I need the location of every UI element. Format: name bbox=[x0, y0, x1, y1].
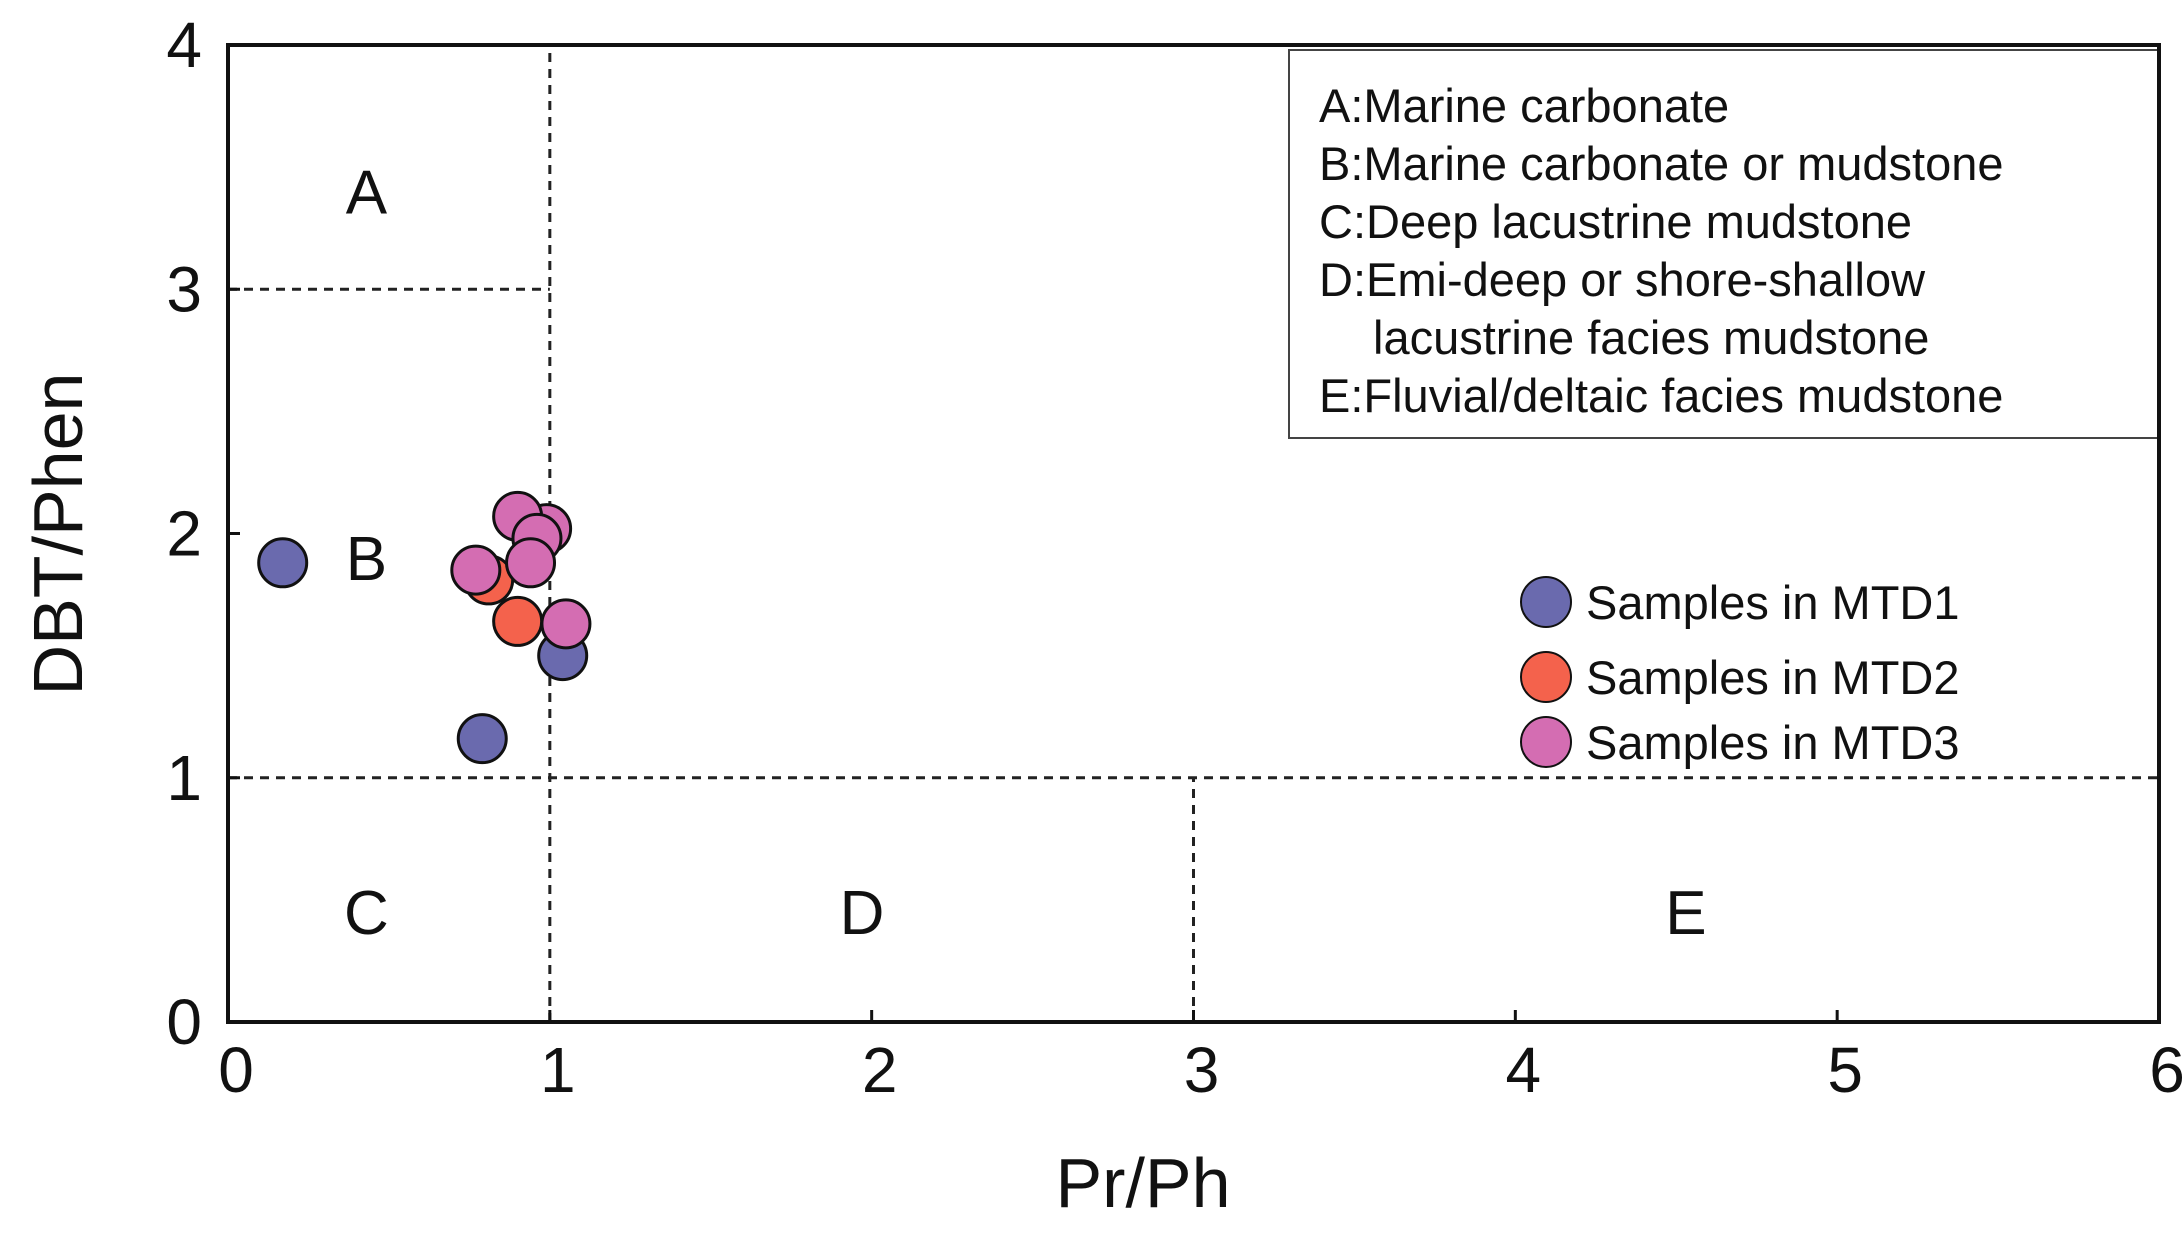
y-tick-label: 1 bbox=[166, 742, 202, 814]
region-labels: A B C D E bbox=[344, 159, 1707, 949]
x-tick-label: 6 bbox=[2149, 1034, 2182, 1106]
region-legend-entry: lacustrine facies mudstone bbox=[1373, 311, 1929, 364]
x-axis-title: Pr/Ph bbox=[1055, 1144, 1230, 1222]
y-tick-label: 3 bbox=[166, 253, 202, 325]
region-legend-entry: A:Marine carbonate bbox=[1319, 79, 1729, 132]
legend-label-mtd1: Samples in MTD1 bbox=[1586, 576, 1960, 629]
legend-label-mtd2: Samples in MTD2 bbox=[1586, 651, 1960, 704]
legend-marker-mtd2 bbox=[1520, 651, 1572, 703]
data-point-mtd3 bbox=[540, 598, 592, 650]
data-points bbox=[257, 490, 592, 765]
legend-label-mtd3: Samples in MTD3 bbox=[1586, 716, 1960, 769]
data-point-mtd2 bbox=[492, 595, 544, 647]
axis-ticks: 0 1 2 3 4 5 6 0 1 2 3 4 bbox=[166, 9, 2182, 1106]
region-label-d: D bbox=[840, 879, 885, 948]
region-legend-entry: D:Emi-deep or shore-shallow bbox=[1319, 253, 1926, 306]
data-point-mtd3 bbox=[450, 544, 502, 596]
x-tick-label: 3 bbox=[1184, 1034, 1220, 1106]
region-legend-entry: E:Fluvial/deltaic facies mudstone bbox=[1319, 369, 2003, 422]
legend-marker-mtd3 bbox=[1520, 716, 1572, 768]
y-axis-title: DBT/Phen bbox=[19, 373, 97, 696]
data-point-mtd1 bbox=[456, 713, 508, 765]
region-label-e: E bbox=[1665, 879, 1706, 948]
region-legend-entry: B:Marine carbonate or mudstone bbox=[1319, 137, 2003, 190]
x-tick-label: 4 bbox=[1506, 1034, 1542, 1106]
legend-marker-mtd1 bbox=[1520, 576, 1572, 628]
x-tick-label: 5 bbox=[1827, 1034, 1863, 1106]
data-point-mtd1 bbox=[257, 537, 309, 589]
x-tick-label: 2 bbox=[862, 1034, 898, 1106]
region-label-a: A bbox=[346, 159, 388, 228]
x-tick-label: 1 bbox=[540, 1034, 576, 1106]
region-legend-entry: C:Deep lacustrine mudstone bbox=[1319, 195, 1912, 248]
region-label-c: C bbox=[344, 879, 389, 948]
region-label-b: B bbox=[346, 525, 387, 594]
x-tick-label: 0 bbox=[218, 1034, 254, 1106]
series-legend: Samples in MTD1 Samples in MTD2 Samples in… bbox=[1520, 576, 1960, 769]
region-legend-box bbox=[1288, 49, 2159, 439]
data-point-mtd3 bbox=[505, 537, 557, 589]
y-tick-label: 2 bbox=[166, 498, 202, 570]
y-tick-label: 4 bbox=[166, 9, 202, 81]
y-tick-label: 0 bbox=[166, 986, 202, 1058]
